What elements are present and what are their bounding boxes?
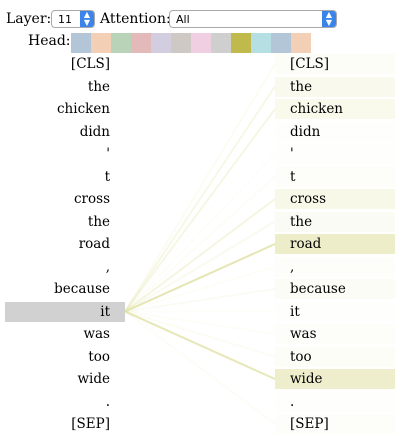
right-token[interactable]: [SEP] bbox=[275, 414, 395, 434]
left-token[interactable]: [SEP] bbox=[71, 416, 110, 432]
right-token[interactable]: cross bbox=[275, 189, 395, 209]
left-token[interactable]: wide bbox=[77, 371, 110, 387]
head-swatch-1[interactable] bbox=[91, 33, 111, 53]
attention-line bbox=[124, 220, 276, 313]
attention-line bbox=[124, 310, 276, 380]
attention-line bbox=[125, 132, 275, 312]
right-token[interactable]: ' bbox=[275, 144, 395, 164]
attention-line bbox=[124, 153, 276, 313]
left-token[interactable]: it bbox=[5, 301, 125, 322]
head-swatch-6[interactable] bbox=[191, 33, 211, 53]
attention-line bbox=[124, 288, 276, 313]
attention-line bbox=[124, 310, 276, 358]
head-swatch-10[interactable] bbox=[271, 33, 291, 53]
attention-line bbox=[125, 312, 275, 402]
right-token[interactable]: was bbox=[275, 324, 395, 344]
attention-label: Attention: bbox=[100, 11, 171, 27]
right-token[interactable]: the bbox=[275, 76, 395, 97]
right-token[interactable]: road bbox=[275, 234, 395, 254]
attention-line bbox=[124, 310, 276, 425]
right-token[interactable]: because bbox=[275, 279, 395, 299]
right-token[interactable]: wide bbox=[275, 369, 395, 389]
right-token[interactable]: didn bbox=[290, 123, 321, 140]
left-token[interactable]: t bbox=[104, 168, 110, 185]
head-swatch-9[interactable] bbox=[251, 33, 271, 53]
head-swatch-8[interactable] bbox=[231, 33, 251, 53]
head-label: Head: bbox=[28, 33, 71, 49]
right-token[interactable]: [CLS] bbox=[275, 54, 395, 74]
head-swatch-5[interactable] bbox=[171, 33, 191, 53]
right-token[interactable]: chicken bbox=[275, 99, 395, 119]
left-token[interactable]: chicken bbox=[57, 101, 110, 117]
select-arrows-icon: ▲ ▼ bbox=[322, 11, 336, 27]
attention-line bbox=[124, 198, 276, 313]
attention-line bbox=[124, 310, 276, 335]
head-swatch-7[interactable] bbox=[211, 33, 231, 53]
left-token[interactable]: too bbox=[88, 348, 110, 365]
attention-line bbox=[124, 265, 276, 313]
left-token[interactable]: didn bbox=[79, 123, 110, 140]
layer-value: 11 bbox=[58, 13, 72, 26]
attention-line bbox=[124, 85, 276, 313]
left-token[interactable]: [CLS] bbox=[70, 56, 110, 72]
left-token[interactable]: cross bbox=[74, 191, 110, 207]
right-token[interactable]: t bbox=[275, 166, 395, 187]
attention-value: All bbox=[176, 13, 190, 26]
right-token[interactable]: the bbox=[275, 211, 395, 232]
attention-line bbox=[124, 243, 276, 313]
head-swatch-11[interactable] bbox=[291, 33, 311, 53]
right-token[interactable]: it bbox=[275, 301, 395, 322]
right-token[interactable]: too bbox=[275, 346, 395, 367]
left-token[interactable]: the bbox=[87, 213, 110, 230]
left-token[interactable]: , bbox=[105, 258, 110, 275]
attention-line bbox=[124, 108, 276, 313]
attention-line bbox=[124, 63, 276, 313]
left-token[interactable]: the bbox=[87, 78, 110, 95]
select-arrows-icon: ▲ ▼ bbox=[80, 11, 94, 27]
left-token[interactable]: . bbox=[105, 393, 110, 410]
left-token[interactable]: road bbox=[78, 236, 110, 252]
layer-label: Layer: bbox=[6, 11, 52, 27]
left-token[interactable]: ' bbox=[106, 146, 110, 162]
right-token[interactable]: , bbox=[275, 256, 395, 277]
layer-select[interactable]: 11 ▲ ▼ bbox=[51, 10, 95, 28]
attention-line bbox=[124, 175, 276, 313]
left-token[interactable]: was bbox=[83, 326, 110, 342]
head-swatch-4[interactable] bbox=[151, 33, 171, 53]
head-swatch-2[interactable] bbox=[111, 33, 131, 53]
left-token[interactable]: because bbox=[54, 281, 110, 297]
attention-select[interactable]: All ▲ ▼ bbox=[169, 10, 337, 28]
head-swatch-0[interactable] bbox=[71, 33, 91, 53]
right-token[interactable]: . bbox=[290, 393, 295, 410]
head-swatch-3[interactable] bbox=[131, 33, 151, 53]
